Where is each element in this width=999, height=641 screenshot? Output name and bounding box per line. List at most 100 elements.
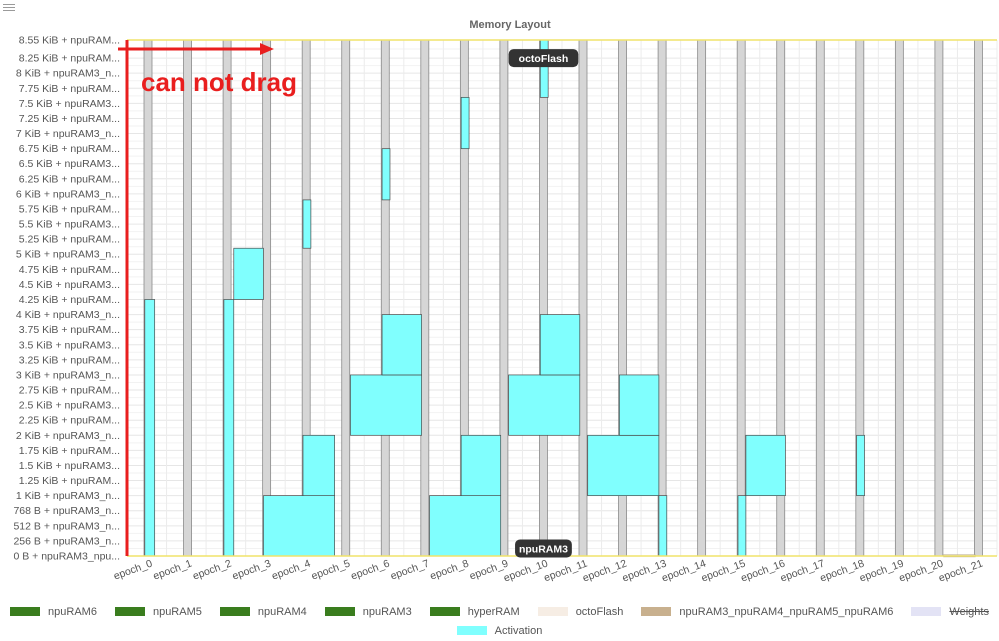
activation-block[interactable] <box>381 148 391 201</box>
activation-block[interactable] <box>460 96 470 150</box>
epoch-bar-epoch_5[interactable] <box>341 39 351 557</box>
epoch-bar-epoch_21[interactable] <box>974 39 983 557</box>
chart-title: Memory Layout <box>469 19 551 31</box>
y-tick-label: 8 KiB + npuRAM3_n... <box>16 68 120 80</box>
region-label-text: npuRAM3 <box>519 543 568 555</box>
epoch-bar-epoch_3[interactable] <box>262 39 272 557</box>
y-tick-label: 8.55 KiB + npuRAM... <box>19 35 120 47</box>
activation-block[interactable] <box>508 374 581 436</box>
x-tick-label: epoch_17 <box>779 557 827 584</box>
y-tick-label: 1.75 KiB + npuRAM... <box>19 445 120 457</box>
activation-block[interactable] <box>856 434 865 496</box>
legend-swatch <box>911 607 942 616</box>
x-tick-label: epoch_14 <box>660 557 708 584</box>
epoch-bar-epoch_1[interactable] <box>183 39 192 557</box>
activation-block[interactable] <box>618 374 660 436</box>
legend-swatch <box>219 607 250 616</box>
x-tick-label: epoch_11 <box>542 557 589 584</box>
legend-swatch <box>537 607 568 616</box>
x-tick-label: epoch_1 <box>152 557 194 582</box>
y-tick-label: 3.5 KiB + npuRAM3... <box>19 339 120 351</box>
y-tick-label: 7.75 KiB + npuRAM... <box>19 83 120 95</box>
y-tick-label: 6.5 KiB + npuRAM3... <box>19 158 120 170</box>
legend-row: npuRAM6 npuRAM5 npuRAM4 npuRAM3 hyperRAM octo… <box>0 603 999 620</box>
y-tick-label: 3 KiB + npuRAM3_n... <box>16 369 120 381</box>
x-tick-label: epoch_13 <box>621 557 669 584</box>
activation-block[interactable] <box>745 434 786 496</box>
y-tick-label: 3.25 KiB + npuRAM... <box>19 354 120 366</box>
x-tick-label: epoch_7 <box>389 557 431 582</box>
y-tick-label: 2.75 KiB + npuRAM... <box>19 385 120 397</box>
legend-item[interactable]: npuRAM3_npuRAM4_npuRAM5_npuRAM6 <box>641 606 893 618</box>
activation-block[interactable] <box>263 495 335 557</box>
activation-block[interactable] <box>233 247 264 300</box>
y-tick-label: 5.75 KiB + npuRAM... <box>19 203 120 215</box>
activation-block[interactable] <box>539 39 549 98</box>
epoch-bar-epoch_9[interactable] <box>499 39 509 557</box>
region-label-bg <box>515 539 572 558</box>
epoch-bar-epoch_17[interactable] <box>815 39 825 557</box>
y-tick-label: 7.25 KiB + npuRAM... <box>19 113 120 125</box>
region-label-bg <box>508 49 579 68</box>
activation-block[interactable] <box>587 434 660 496</box>
activation-block[interactable] <box>302 434 335 496</box>
legend-swatch <box>456 626 487 635</box>
y-tick-label: 1 KiB + npuRAM3_n... <box>16 490 120 502</box>
legend-row: Activation <box>0 622 999 639</box>
x-tick-label: epoch_19 <box>858 557 906 584</box>
x-tick-label: epoch_3 <box>231 557 273 582</box>
legend-item[interactable]: npuRAM5 <box>114 606 202 618</box>
activation-block[interactable] <box>350 374 422 436</box>
y-tick-label: 7.5 KiB + npuRAM3... <box>19 98 120 110</box>
epoch-bar-epoch_15[interactable] <box>736 39 746 557</box>
y-tick-label: 5.5 KiB + npuRAM3... <box>19 219 120 231</box>
epoch-bar-epoch_20[interactable] <box>934 39 944 557</box>
y-tick-label: 4.75 KiB + npuRAM... <box>19 264 120 276</box>
x-tick-label: epoch_2 <box>191 557 233 582</box>
memory-layout-chart[interactable]: Memory Layout 0 B + npuRAM3_npu... 256 B … <box>0 0 999 600</box>
legend-item[interactable]: Weights <box>911 606 989 618</box>
y-tick-label: 4 KiB + npuRAM3_n... <box>16 309 120 321</box>
y-tick-label: 2.5 KiB + npuRAM3... <box>19 400 120 412</box>
epoch-bar-epoch_6[interactable] <box>380 39 390 557</box>
activation-block[interactable] <box>737 495 747 557</box>
x-tick-label: epoch_12 <box>581 557 629 584</box>
legend-item[interactable]: npuRAM3 <box>324 605 412 618</box>
legend-label: hyperRAM <box>467 605 520 618</box>
epoch-bar-epoch_14[interactable] <box>697 39 707 557</box>
legend-item[interactable]: npuRAM4 <box>219 606 307 618</box>
activation-block[interactable] <box>223 299 235 557</box>
legend-swatch <box>114 607 145 616</box>
legend-item[interactable]: hyperRAM <box>429 605 520 618</box>
legend-label: npuRAM6 <box>48 605 97 618</box>
activation-block[interactable] <box>381 314 422 376</box>
epoch-bar-epoch_7[interactable] <box>420 39 430 557</box>
legend-label: npuRAM3_npuRAM4_npuRAM5_npuRAM6 <box>679 605 894 618</box>
epoch-bar-epoch_19[interactable] <box>894 39 904 557</box>
epoch-bar-epoch_11[interactable] <box>578 39 588 557</box>
legend-item[interactable]: Activation <box>456 625 542 637</box>
epoch-bar-epoch_10[interactable] <box>539 39 548 557</box>
legend-label: octoFlash <box>575 605 624 618</box>
activation-block[interactable] <box>144 299 156 557</box>
activation-block[interactable] <box>658 495 668 557</box>
legend-label: npuRAM3 <box>362 605 412 618</box>
legend-swatch <box>324 607 355 616</box>
x-tick-label: epoch_20 <box>897 557 945 584</box>
y-tick-label: 6.25 KiB + npuRAM... <box>19 173 120 185</box>
chart-legend: npuRAM6 npuRAM5 npuRAM4 npuRAM3 hyperRAM octo… <box>0 603 999 641</box>
y-tick-label: 0 B + npuRAM3_npu... <box>13 551 120 563</box>
legend-label: Weights <box>949 605 989 618</box>
legend-item[interactable]: octoFlash <box>537 605 624 618</box>
activation-block[interactable] <box>460 434 502 496</box>
activation-block[interactable] <box>302 199 312 249</box>
activation-block[interactable] <box>539 314 581 376</box>
y-tick-label: 6.75 KiB + npuRAM... <box>19 143 120 155</box>
legend-item[interactable]: npuRAM6 <box>10 606 97 618</box>
activation-block[interactable] <box>429 495 502 557</box>
menu-icon[interactable] <box>3 2 15 14</box>
y-tick-label: 4.25 KiB + npuRAM... <box>19 294 120 306</box>
legend-swatch <box>641 607 672 616</box>
epoch-bar-epoch_13[interactable] <box>657 39 667 557</box>
y-tick-label: 7 KiB + npuRAM3_n... <box>16 128 120 140</box>
